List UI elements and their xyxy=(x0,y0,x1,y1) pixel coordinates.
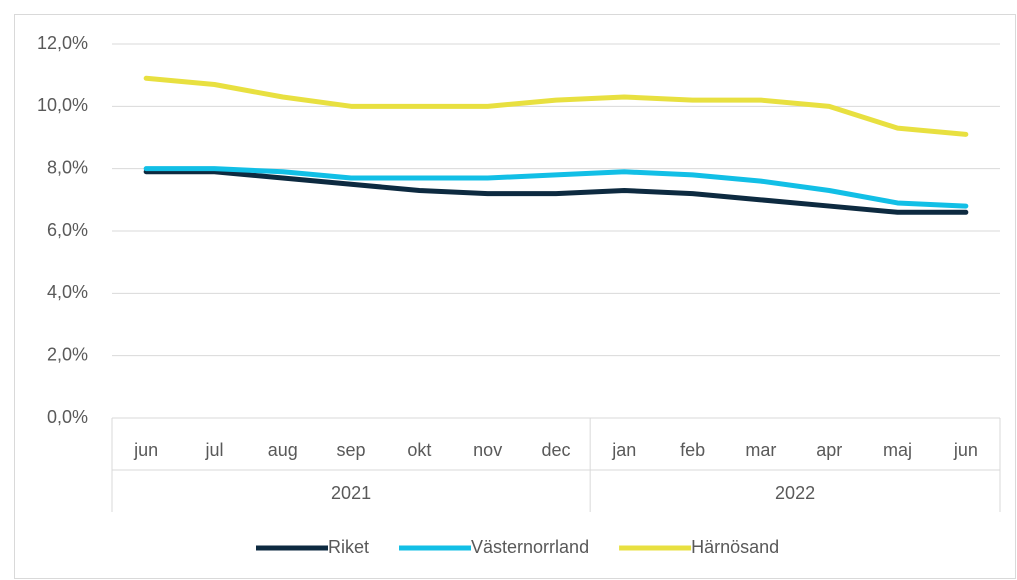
y-tick-label: 10,0% xyxy=(37,95,88,115)
x-tick-label: mar xyxy=(745,440,776,460)
line xyxy=(143,166,969,209)
y-tick-label: 6,0% xyxy=(47,220,88,240)
y-tick-label: 2,0% xyxy=(47,344,88,364)
x-tick-label: okt xyxy=(407,440,431,460)
group-label: 2022 xyxy=(775,483,815,503)
line xyxy=(143,169,969,215)
group-label: 2021 xyxy=(331,483,371,503)
x-tick-label: nov xyxy=(473,440,502,460)
legend-label: Härnösand xyxy=(691,537,779,557)
legend-label: Riket xyxy=(328,537,369,557)
x-tick-label: maj xyxy=(883,440,912,460)
chart-border xyxy=(14,14,1016,579)
x-tick-label: jun xyxy=(133,440,158,460)
y-tick-label: 12,0% xyxy=(37,33,88,53)
y-tick-label: 8,0% xyxy=(47,157,88,177)
y-tick-label: 0,0% xyxy=(47,407,88,427)
x-tick-label: jul xyxy=(204,440,223,460)
x-tick-label: jun xyxy=(953,440,978,460)
x-tick-label: jan xyxy=(611,440,636,460)
line xyxy=(143,75,969,137)
legend-label: Västernorrland xyxy=(471,537,589,557)
x-tick-label: dec xyxy=(541,440,570,460)
x-tick-label: sep xyxy=(337,440,366,460)
x-tick-label: feb xyxy=(680,440,705,460)
y-tick-label: 4,0% xyxy=(47,282,88,302)
x-tick-label: apr xyxy=(816,440,842,460)
x-tick-label: aug xyxy=(268,440,298,460)
